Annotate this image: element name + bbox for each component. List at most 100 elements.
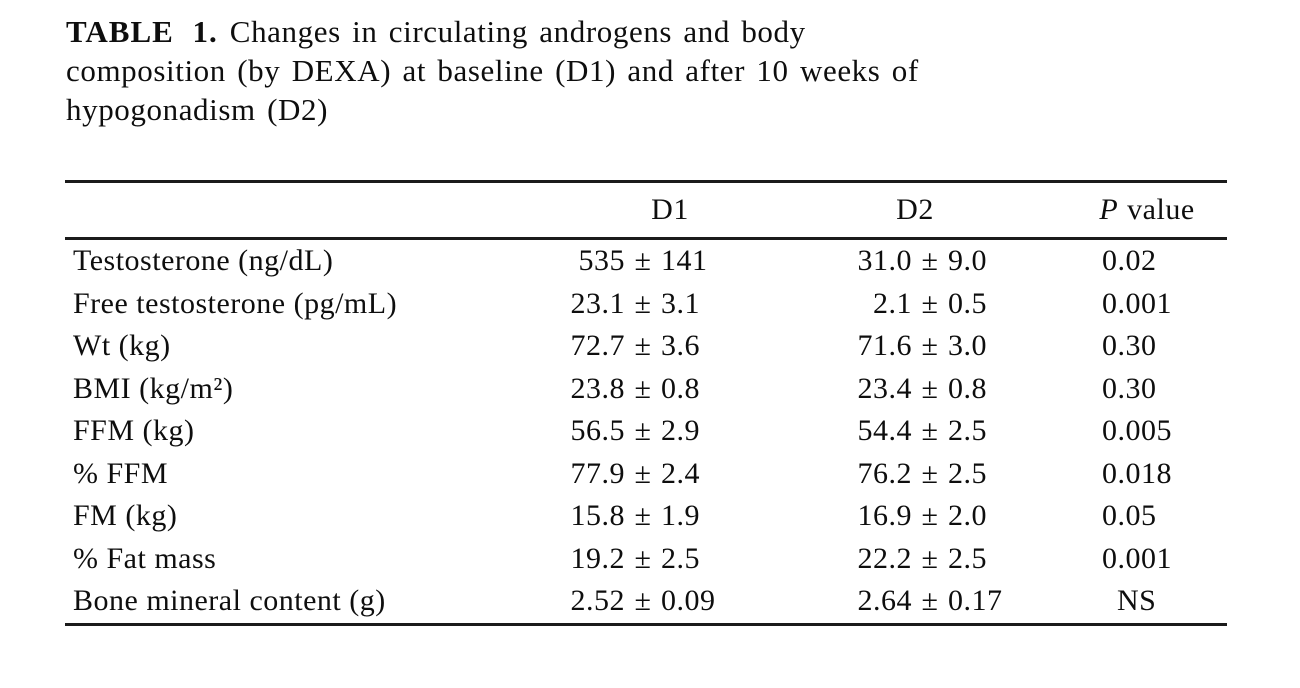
table-row: BMI (kg/m²) 23.8 ±0.8 23.4 ±0.8 0.30	[65, 368, 1227, 411]
caption-line-2: composition (by DEXA) at baseline (D1) a…	[66, 53, 919, 88]
d1-value-cell: 19.2 ±2.5	[505, 538, 755, 581]
col-header-d1: D1	[651, 193, 689, 226]
p-value-cell: 0.001	[1035, 538, 1227, 581]
plus-minus-sign: ±	[634, 414, 652, 447]
p-value: 0.005	[1102, 414, 1172, 447]
d1-mean: 23.1	[570, 286, 625, 320]
d1-mean: 2.52	[570, 584, 625, 617]
d1-value-cell: 23.1 ±3.1	[505, 283, 755, 326]
d2-mean: 2.1	[873, 286, 912, 320]
d2-mean: 54.4	[857, 414, 912, 447]
p-value-cell: 0.05	[1035, 495, 1227, 538]
table-header-rule	[65, 237, 1227, 240]
d2-value-cell: 31.0 ±9.0	[755, 240, 1035, 283]
d1-sd: 2.4	[661, 456, 700, 490]
d2-sd: 2.0	[948, 499, 987, 532]
d2-mean: 76.2	[857, 456, 912, 490]
d1-sd: 0.8	[661, 371, 700, 405]
d2-sd: 9.0	[948, 244, 987, 277]
d1-mean: 72.7	[570, 329, 625, 362]
caption-line-3: hypogonadism (D2)	[66, 92, 329, 127]
p-value: 0.001	[1102, 541, 1172, 575]
d1-mean: 56.5	[570, 414, 625, 447]
d1-mean: 535	[578, 244, 625, 277]
d2-mean: 23.4	[857, 371, 912, 405]
d1-sd: 3.1	[661, 286, 700, 320]
d1-value-cell: 2.52 ±0.09	[505, 580, 755, 623]
d1-sd: 2.9	[661, 414, 700, 447]
col-header-d2: D2	[896, 193, 934, 226]
d2-value-cell: 23.4 ±0.8	[755, 368, 1035, 411]
table-number-label: TABLE 1.	[66, 14, 218, 49]
table-body: Testosterone (ng/dL) 535 ±141 31.0 ±9.0 0.…	[65, 240, 1227, 623]
table-bottom-rule	[65, 622, 1227, 626]
pvalue-italic-p: P	[1099, 193, 1119, 226]
d1-sd: 141	[661, 244, 708, 277]
d1-sd: 3.6	[661, 329, 700, 362]
d2-mean: 31.0	[857, 244, 912, 277]
d2-mean: 2.64	[857, 584, 912, 617]
d1-mean: 77.9	[570, 456, 625, 490]
row-label: % Fat mass	[73, 541, 217, 575]
p-value: 0.02	[1102, 244, 1157, 277]
table-row: % FFM 77.9 ±2.4 76.2 ±2.5 0.018	[65, 453, 1227, 496]
plus-minus-sign: ±	[921, 244, 939, 277]
row-label: Free testosterone (pg/mL)	[73, 286, 398, 320]
d2-value-cell: 16.9 ±2.0	[755, 495, 1035, 538]
p-value-cell: 0.02	[1035, 240, 1227, 283]
d1-value-cell: 15.8 ±1.9	[505, 495, 755, 538]
d1-sd: 1.9	[661, 499, 700, 532]
d2-sd: 0.17	[948, 584, 1003, 617]
table-row: Bone mineral content (g) 2.52 ±0.09 2.64 ±…	[65, 580, 1227, 623]
d1-mean: 19.2	[570, 541, 625, 575]
d2-value-cell: 22.2 ±2.5	[755, 538, 1035, 581]
table-caption: TABLE 1. Changes in circulating androgens…	[66, 12, 1226, 129]
d1-value-cell: 56.5 ±2.9	[505, 410, 755, 453]
d2-sd: 0.5	[948, 286, 987, 320]
d1-sd: 2.5	[661, 541, 700, 575]
plus-minus-sign: ±	[921, 371, 939, 405]
d1-value-cell: 23.8 ±0.8	[505, 368, 755, 411]
d2-sd: 3.0	[948, 329, 987, 362]
table-row: Free testosterone (pg/mL) 23.1 ±3.1 2.1 ±0…	[65, 283, 1227, 326]
row-label: Testosterone (ng/dL)	[73, 244, 334, 277]
caption-line-1: Changes in circulating androgens and bod…	[229, 14, 806, 49]
p-value: 0.018	[1102, 456, 1172, 490]
plus-minus-sign: ±	[634, 371, 652, 405]
row-label: FM (kg)	[73, 499, 178, 532]
d2-mean: 71.6	[857, 329, 912, 362]
plus-minus-sign: ±	[634, 329, 652, 362]
plus-minus-sign: ±	[634, 541, 652, 575]
row-label: Bone mineral content (g)	[73, 584, 386, 617]
d2-mean: 16.9	[857, 499, 912, 532]
d2-value-cell: 2.1 ±0.5	[755, 283, 1035, 326]
plus-minus-sign: ±	[921, 414, 939, 447]
p-value-cell: 0.30	[1035, 368, 1227, 411]
p-value: 0.30	[1102, 371, 1157, 405]
d2-value-cell: 76.2 ±2.5	[755, 453, 1035, 496]
d1-sd: 0.09	[661, 584, 716, 617]
p-value: NS	[1117, 584, 1157, 617]
table-row: Wt (kg) 72.7 ±3.6 71.6 ±3.0 0.30	[65, 325, 1227, 368]
plus-minus-sign: ±	[634, 499, 652, 532]
plus-minus-sign: ±	[634, 584, 652, 617]
plus-minus-sign: ±	[921, 584, 939, 617]
d2-value-cell: 2.64 ±0.17	[755, 580, 1035, 623]
table-top-rule	[65, 180, 1227, 183]
d2-sd: 2.5	[948, 414, 987, 447]
plus-minus-sign: ±	[634, 286, 652, 320]
d2-mean: 22.2	[857, 541, 912, 575]
p-value: 0.001	[1102, 286, 1172, 320]
d2-sd: 2.5	[948, 456, 987, 490]
table-row: Testosterone (ng/dL) 535 ±141 31.0 ±9.0 0.…	[65, 240, 1227, 283]
row-label: FFM (kg)	[73, 414, 195, 447]
plus-minus-sign: ±	[921, 541, 939, 575]
d2-sd: 2.5	[948, 541, 987, 575]
d1-mean: 15.8	[570, 499, 625, 532]
pvalue-label-rest: value	[1127, 193, 1195, 226]
row-label: % FFM	[73, 456, 169, 490]
plus-minus-sign: ±	[634, 456, 652, 490]
